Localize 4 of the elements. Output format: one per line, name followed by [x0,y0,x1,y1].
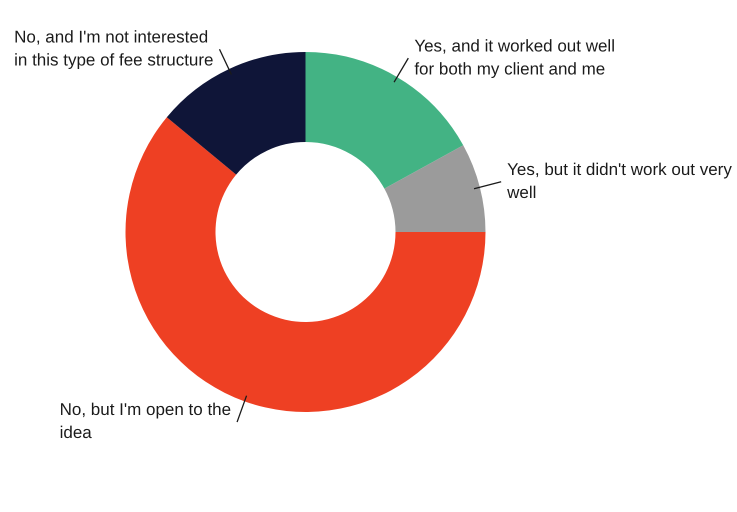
slice-label: No, but I'm open to the idea [60,400,232,442]
slice-label: Yes, but it didn't work out very well [506,160,732,202]
slice-label: Yes, and it worked out well for both my client and me [414,36,615,78]
slice-label: No, and I'm not interested in this type of fee structure [14,27,214,70]
